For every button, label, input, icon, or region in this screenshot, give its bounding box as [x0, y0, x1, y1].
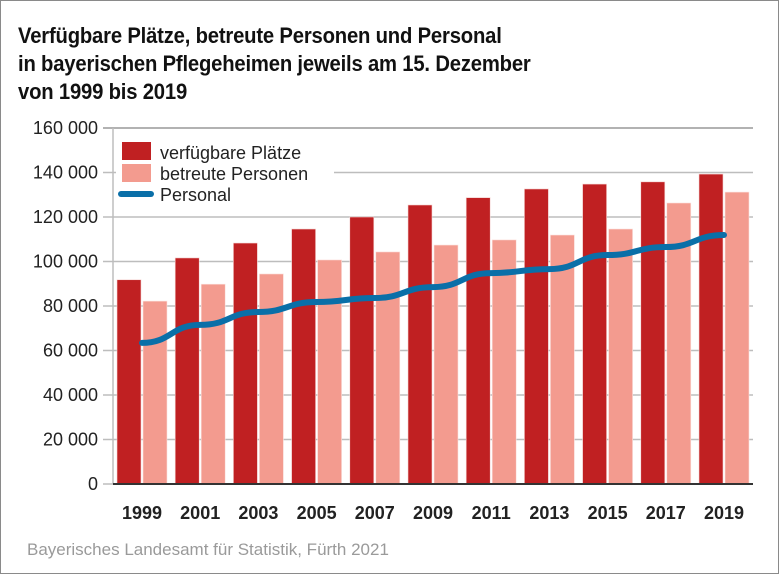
- bar-betreute-personen: [317, 259, 342, 485]
- bar-verfuegbare-plaetze: [698, 173, 724, 485]
- bar-betreute-personen: [375, 251, 401, 485]
- legend: verfügbare Plätze betreute Personen Pers…: [118, 142, 308, 205]
- legend-label-personen: betreute Personen: [160, 164, 308, 184]
- bar-betreute-personen: [200, 283, 226, 485]
- chart-title-line-3: von 1999 bis 2019: [18, 79, 188, 104]
- legend-label-plaetze: verfügbare Plätze: [160, 143, 301, 163]
- axes: [112, 128, 753, 485]
- bar-verfuegbare-plaetze: [640, 181, 666, 485]
- x-tick-label: 2003: [238, 503, 278, 523]
- bar-betreute-personen: [142, 300, 168, 485]
- y-tick-label: 80 000: [43, 296, 98, 316]
- y-tick-label: 140 000: [33, 163, 98, 183]
- x-tick-label: 2005: [297, 503, 337, 523]
- bar-verfuegbare-plaetze: [349, 216, 375, 485]
- chart-title: Verfügbare Plätze, betreute Personen und…: [18, 22, 699, 106]
- y-axis-ticks: 0 20 000 40 000 60 000 80 000 100 000 120 000 1…: [33, 118, 98, 494]
- bar-verfuegbare-plaetze: [582, 183, 607, 485]
- y-tick-label: 0: [88, 474, 98, 494]
- bar-betreute-personen: [550, 234, 575, 485]
- legend-swatch-plaetze: [122, 142, 151, 160]
- x-tick-label: 2017: [646, 503, 686, 523]
- bar-verfuegbare-plaetze: [233, 242, 258, 485]
- x-tick-label: 2007: [355, 503, 395, 523]
- y-tick-label: 20 000: [43, 430, 98, 450]
- x-axis-labels: 1999 2001 2003 2005 2007 2009 2011 2013 2015 2017…: [122, 503, 744, 523]
- bar-verfuegbare-plaetze: [407, 204, 433, 485]
- x-tick-label: 2011: [472, 503, 511, 523]
- y-tick-label: 100 000: [33, 252, 98, 272]
- x-tick-label: 2013: [529, 503, 569, 523]
- y-tick-label: 60 000: [43, 341, 98, 361]
- bar-betreute-personen: [724, 191, 750, 485]
- x-tick-label: 2015: [588, 503, 628, 523]
- y-tick-label: 120 000: [33, 207, 98, 227]
- x-tick-label: 2001: [180, 503, 220, 523]
- legend-swatch-personen: [122, 164, 151, 182]
- legend-label-personal: Personal: [160, 185, 231, 205]
- bars: [116, 173, 750, 485]
- bar-verfuegbare-plaetze: [524, 188, 549, 485]
- source-note: Bayerisches Landesamt für Statistik, Für…: [27, 540, 389, 559]
- personal-line: [139, 232, 727, 346]
- x-tick-label: 2019: [704, 503, 744, 523]
- x-tick-label: 1999: [122, 503, 162, 523]
- bar-betreute-personen: [608, 228, 633, 485]
- bar-verfuegbare-plaetze: [465, 197, 491, 485]
- bar-verfuegbare-plaetze: [116, 279, 142, 485]
- chart-title-line-2: in bayerischen Pflegeheimen jeweils am 1…: [18, 51, 531, 76]
- bar-betreute-personen: [491, 239, 517, 485]
- bar-verfuegbare-plaetze: [291, 228, 316, 485]
- chart-title-line-1: Verfügbare Plätze, betreute Personen und…: [18, 23, 502, 48]
- x-tick-label: 2009: [413, 503, 453, 523]
- bar-betreute-personen: [259, 273, 284, 485]
- bar-verfuegbare-plaetze: [174, 257, 200, 485]
- y-tick-label: 40 000: [43, 385, 98, 405]
- line-personal: [139, 232, 727, 346]
- y-tick-label: 160 000: [33, 118, 98, 138]
